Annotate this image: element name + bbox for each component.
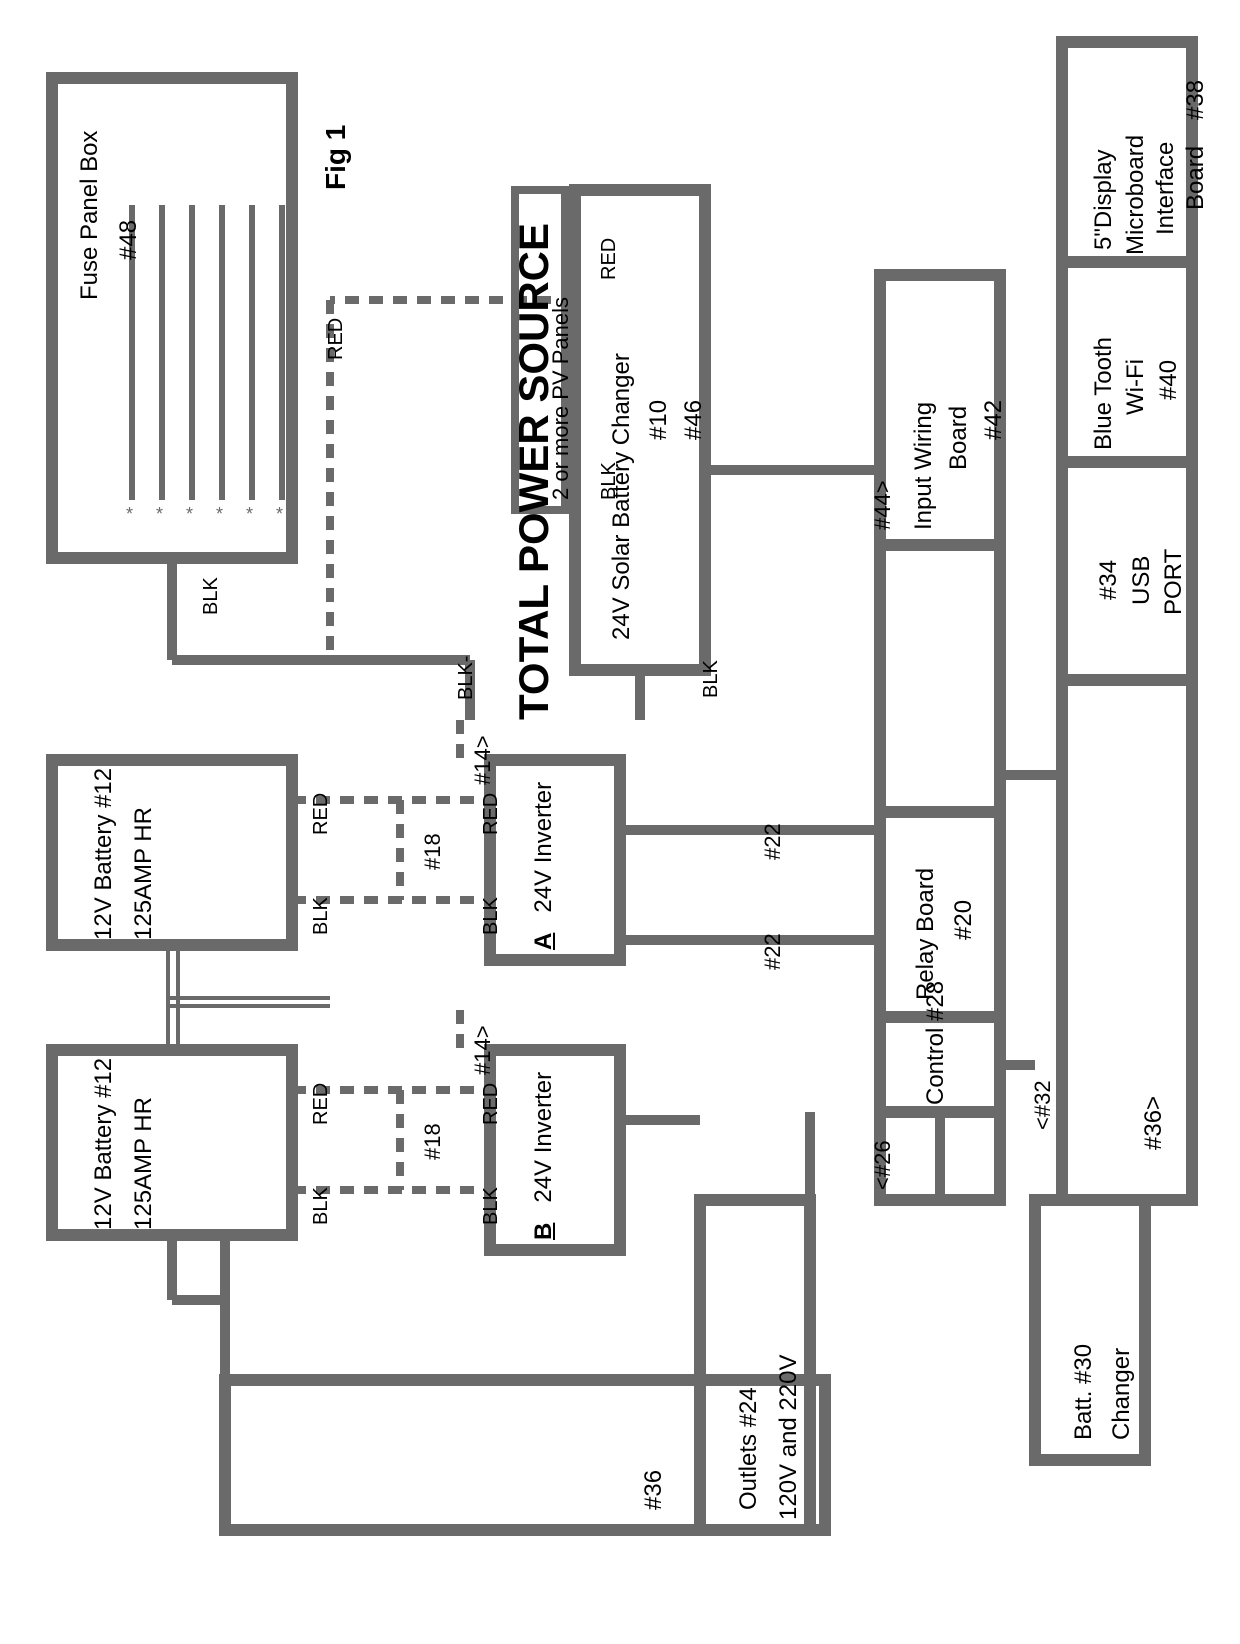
ref36-box: #36> bbox=[1140, 1096, 1168, 1150]
bt-l1: Blue Tooth bbox=[1090, 337, 1118, 450]
display-l2: Microboard bbox=[1122, 135, 1150, 255]
outlets-l1: Outlets #24 bbox=[735, 1387, 763, 1510]
bt-l3: #40 bbox=[1155, 360, 1183, 400]
diagram-canvas: * * * * * * bbox=[0, 0, 1240, 1644]
invB-red: RED bbox=[480, 1083, 503, 1125]
batt-charger-l2: Changer bbox=[1108, 1348, 1136, 1440]
invA-blk: BLK bbox=[480, 897, 503, 935]
fuse-panel-ref: #48 bbox=[115, 220, 143, 260]
svg-text:*: * bbox=[126, 504, 133, 524]
ref32: <#32 bbox=[1030, 1080, 1056, 1130]
svg-text:*: * bbox=[276, 504, 283, 524]
input-wiring-l3: #42 bbox=[980, 400, 1008, 440]
ref14-a: #14> bbox=[470, 735, 496, 785]
usb-l2: USB bbox=[1128, 556, 1156, 605]
battery-a-l1: 12V Battery #12 bbox=[90, 768, 118, 940]
display-l1: 5"Display bbox=[1090, 149, 1118, 250]
batB-red: RED bbox=[310, 1083, 333, 1125]
ref14-b: #14> bbox=[470, 1025, 496, 1075]
battery-a-l2: 125AMP HR bbox=[130, 807, 158, 940]
ref26: <#26 bbox=[870, 1140, 896, 1190]
display-l3: Interface bbox=[1152, 142, 1180, 235]
ref18-b: #18 bbox=[420, 1123, 446, 1160]
battery-b-l2: 125AMP HR bbox=[130, 1097, 158, 1230]
batA-blk: BLK bbox=[310, 897, 333, 935]
input-wiring-l1: Input Wiring bbox=[910, 402, 938, 530]
control-l1: Control #28 bbox=[922, 981, 950, 1105]
bt-l2: Wi-Fi bbox=[1122, 359, 1150, 415]
display-l4: Board bbox=[1182, 146, 1210, 210]
fig-label: Fig 1 bbox=[320, 125, 352, 190]
batA-red: RED bbox=[310, 793, 333, 835]
battery-b-l1: 12V Battery #12 bbox=[90, 1058, 118, 1230]
charger-blk-out: BLK bbox=[700, 660, 723, 698]
outlets-l2: 120V and 220V bbox=[775, 1355, 803, 1520]
charger-red: RED bbox=[325, 318, 348, 360]
svg-text:*: * bbox=[246, 504, 253, 524]
inverter-b-text: B 24V Inverter bbox=[530, 1072, 558, 1240]
usb-l3: PORT bbox=[1160, 549, 1188, 615]
pv-panels-label: 2 or more PV Panels bbox=[548, 297, 574, 500]
relay-l2: #20 bbox=[950, 900, 978, 940]
solar-charger-l3: #46 bbox=[680, 400, 708, 440]
pv-red: RED bbox=[598, 238, 621, 280]
invB-blk: BLK bbox=[480, 1187, 503, 1225]
usb-l1: #34 bbox=[1095, 560, 1123, 600]
inverter-a-text: A 24V Inverter bbox=[530, 782, 558, 950]
input-wiring-l2: Board bbox=[945, 406, 973, 470]
blk-neg: BLK- bbox=[455, 656, 478, 700]
svg-text:*: * bbox=[156, 504, 163, 524]
ref18-a: #18 bbox=[420, 833, 446, 870]
svg-text:*: * bbox=[186, 504, 193, 524]
ref22-a: #22 bbox=[760, 823, 786, 860]
fuse-blk: BLK bbox=[200, 577, 223, 615]
ref36-bottom: #36 bbox=[640, 1470, 668, 1510]
batt-charger-l1: Batt. #30 bbox=[1070, 1344, 1098, 1440]
svg-text:*: * bbox=[216, 504, 223, 524]
display-l5: #38 bbox=[1182, 80, 1210, 120]
solar-charger-l2: #10 bbox=[645, 400, 673, 440]
ref44: #44> bbox=[870, 480, 896, 530]
fuse-panel-title: Fuse Panel Box bbox=[76, 131, 104, 300]
ref22-b: #22 bbox=[760, 933, 786, 970]
batB-blk: BLK bbox=[310, 1187, 333, 1225]
invA-red: RED bbox=[480, 793, 503, 835]
pv-blk: BLK bbox=[598, 462, 621, 500]
